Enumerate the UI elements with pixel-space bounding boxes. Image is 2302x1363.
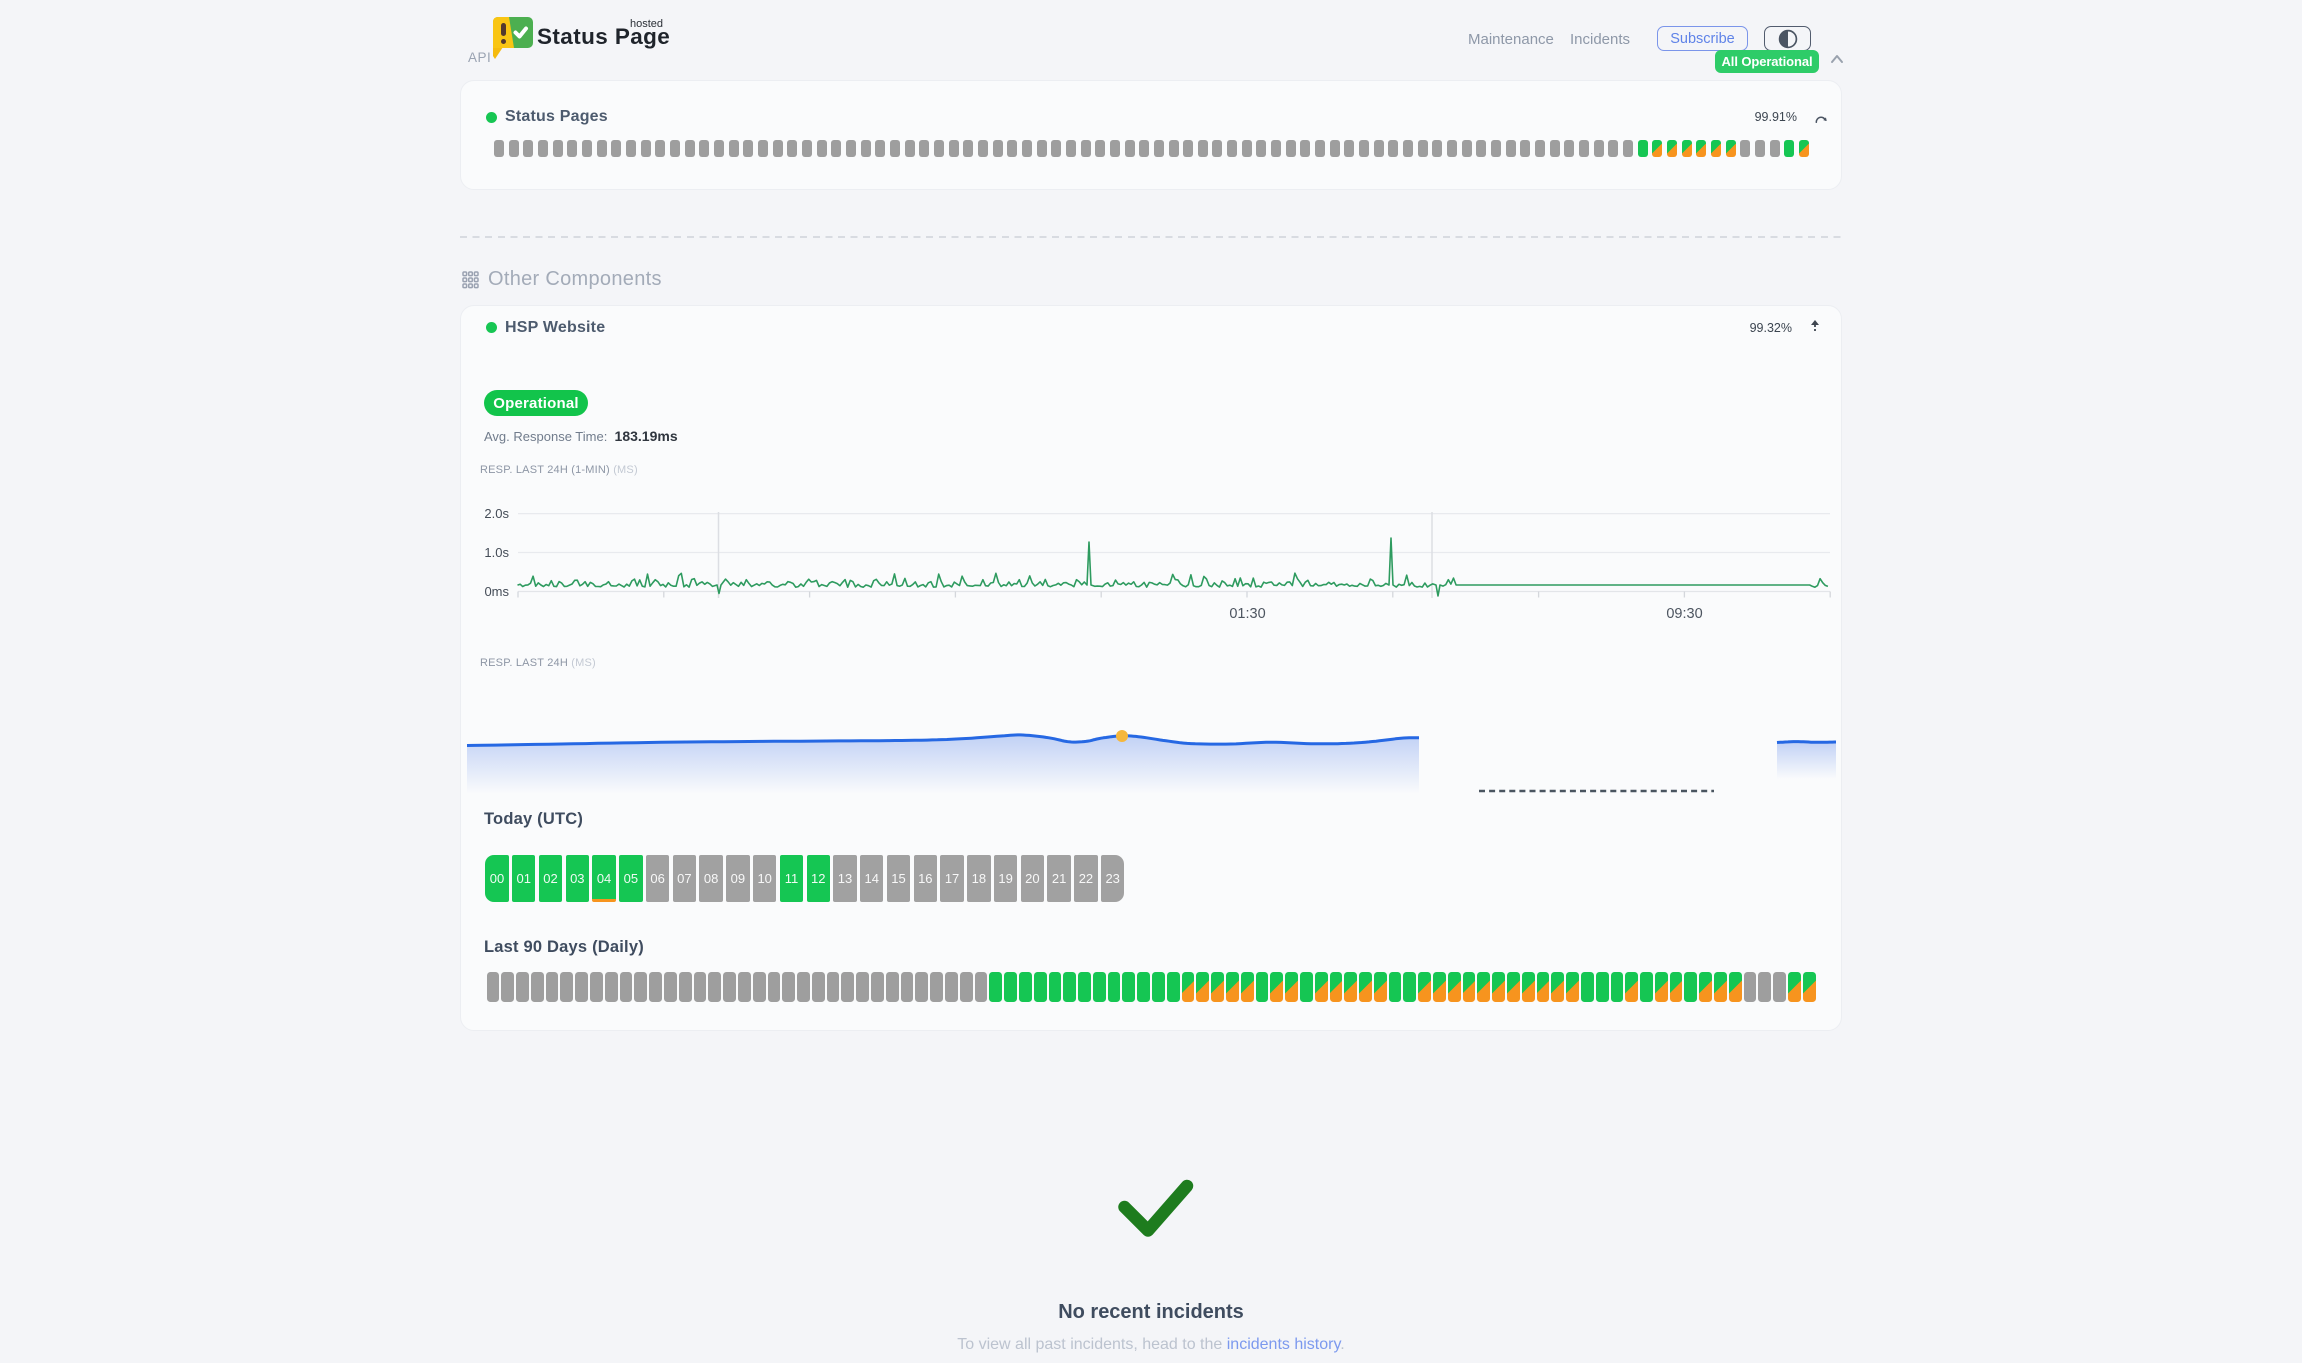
svg-text:1.0s: 1.0s <box>484 545 509 560</box>
svg-text:09:30: 09:30 <box>1666 606 1702 622</box>
svg-text:2.0s: 2.0s <box>484 506 509 521</box>
svg-text:0ms: 0ms <box>484 584 509 599</box>
svg-text:01:30: 01:30 <box>1229 606 1265 622</box>
